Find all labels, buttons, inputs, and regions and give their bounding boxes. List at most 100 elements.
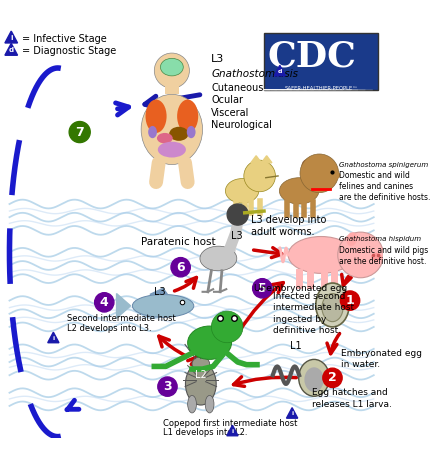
Polygon shape [150,288,167,295]
Bar [164,81,178,94]
Ellipse shape [205,395,214,413]
Circle shape [299,154,338,192]
Ellipse shape [304,367,323,392]
Ellipse shape [321,294,342,322]
Ellipse shape [287,237,353,274]
Text: L1 develops into L2.: L1 develops into L2. [163,428,247,437]
Text: 3: 3 [163,380,171,393]
Polygon shape [261,156,271,163]
Ellipse shape [301,159,314,178]
Circle shape [227,204,248,225]
Text: Cutaneous: Cutaneous [211,83,263,93]
Text: i: i [290,411,293,416]
Text: i: i [10,35,13,41]
Text: Egg hatches and: Egg hatches and [312,388,387,397]
Text: i: i [52,336,54,341]
Text: d: d [277,69,281,74]
Text: d: d [9,47,14,53]
Text: are the definitive host.: are the definitive host. [338,258,425,267]
Text: SAFER·HEALTHIER·PEOPLE™: SAFER·HEALTHIER·PEOPLE™ [284,86,357,90]
Text: 6: 6 [176,261,184,274]
Text: 5: 5 [257,282,266,295]
Bar [263,33,377,90]
Ellipse shape [298,359,329,396]
Text: Ocular: Ocular [211,96,243,105]
Text: L3: L3 [230,231,242,240]
Text: 4: 4 [100,296,108,309]
Ellipse shape [279,178,318,204]
Polygon shape [202,248,235,271]
Text: Domestic and wild pigs: Domestic and wild pigs [338,246,427,255]
Circle shape [158,377,177,396]
Text: Second intermediate host: Second intermediate host [66,314,175,322]
Ellipse shape [158,142,185,158]
Ellipse shape [148,126,157,138]
Polygon shape [226,425,237,436]
Ellipse shape [200,246,236,271]
Ellipse shape [186,126,195,138]
Text: Paratenic host: Paratenic host [141,237,215,247]
Text: 1: 1 [345,294,354,307]
Text: L3: L3 [211,54,224,64]
Text: = Diagnostic Stage: = Diagnostic Stage [22,46,116,56]
Text: L3 develop into: L3 develop into [250,215,326,225]
Text: felines and canines: felines and canines [338,182,412,191]
Text: Domestic and wild: Domestic and wild [338,171,408,180]
Polygon shape [286,408,297,418]
Text: 7: 7 [75,125,84,138]
Text: are the definitive hosts.: are the definitive hosts. [338,192,429,201]
Text: adult worms.: adult worms. [250,227,314,237]
Text: = Infective Stage: = Infective Stage [22,34,106,44]
Circle shape [243,160,275,192]
Ellipse shape [370,253,381,260]
Text: ingested by: ingested by [272,315,326,323]
Text: CDC: CDC [267,40,355,74]
Text: releases L1 larva.: releases L1 larva. [312,400,391,409]
Polygon shape [48,332,59,343]
Text: L2 develops into L3.: L2 develops into L3. [66,324,151,333]
Polygon shape [116,294,130,318]
Ellipse shape [345,232,356,246]
Ellipse shape [132,295,194,317]
Ellipse shape [315,283,349,327]
Circle shape [171,258,190,277]
Text: L3: L3 [154,287,165,297]
Text: Neurological: Neurological [211,120,272,130]
Ellipse shape [169,127,188,141]
Circle shape [322,368,342,388]
Ellipse shape [191,357,209,371]
Ellipse shape [141,94,202,164]
Text: Unembryonated egg: Unembryonated egg [253,284,347,293]
Circle shape [339,291,359,310]
Ellipse shape [225,178,258,203]
Circle shape [252,279,271,298]
Text: Gnathostoma spinigerum: Gnathostoma spinigerum [338,162,427,168]
Text: i: i [231,429,233,434]
Text: Visceral: Visceral [211,108,249,118]
Ellipse shape [187,395,196,413]
Ellipse shape [177,100,198,133]
Ellipse shape [145,100,166,133]
Text: in water.: in water. [341,360,379,369]
Circle shape [337,232,382,278]
Text: definitive host.: definitive host. [272,326,340,335]
Text: Gnathostoma hispidum: Gnathostoma hispidum [338,236,420,242]
Ellipse shape [160,58,183,76]
Ellipse shape [327,171,339,179]
Polygon shape [273,65,285,76]
Polygon shape [5,43,17,55]
Circle shape [95,293,114,312]
Text: Infected second: Infected second [272,292,345,301]
Text: L2: L2 [194,370,206,380]
Text: 2: 2 [327,371,336,384]
Polygon shape [250,156,261,163]
Ellipse shape [187,326,231,359]
Circle shape [211,311,243,343]
Text: Gnathostomiasis: Gnathostomiasis [211,69,298,79]
Ellipse shape [157,133,172,144]
Circle shape [69,122,90,143]
Circle shape [154,53,189,88]
Text: Embryonated egg: Embryonated egg [341,349,421,358]
Text: Copepod first intermediate host: Copepod first intermediate host [163,419,297,428]
Text: intermediate host: intermediate host [272,303,353,312]
